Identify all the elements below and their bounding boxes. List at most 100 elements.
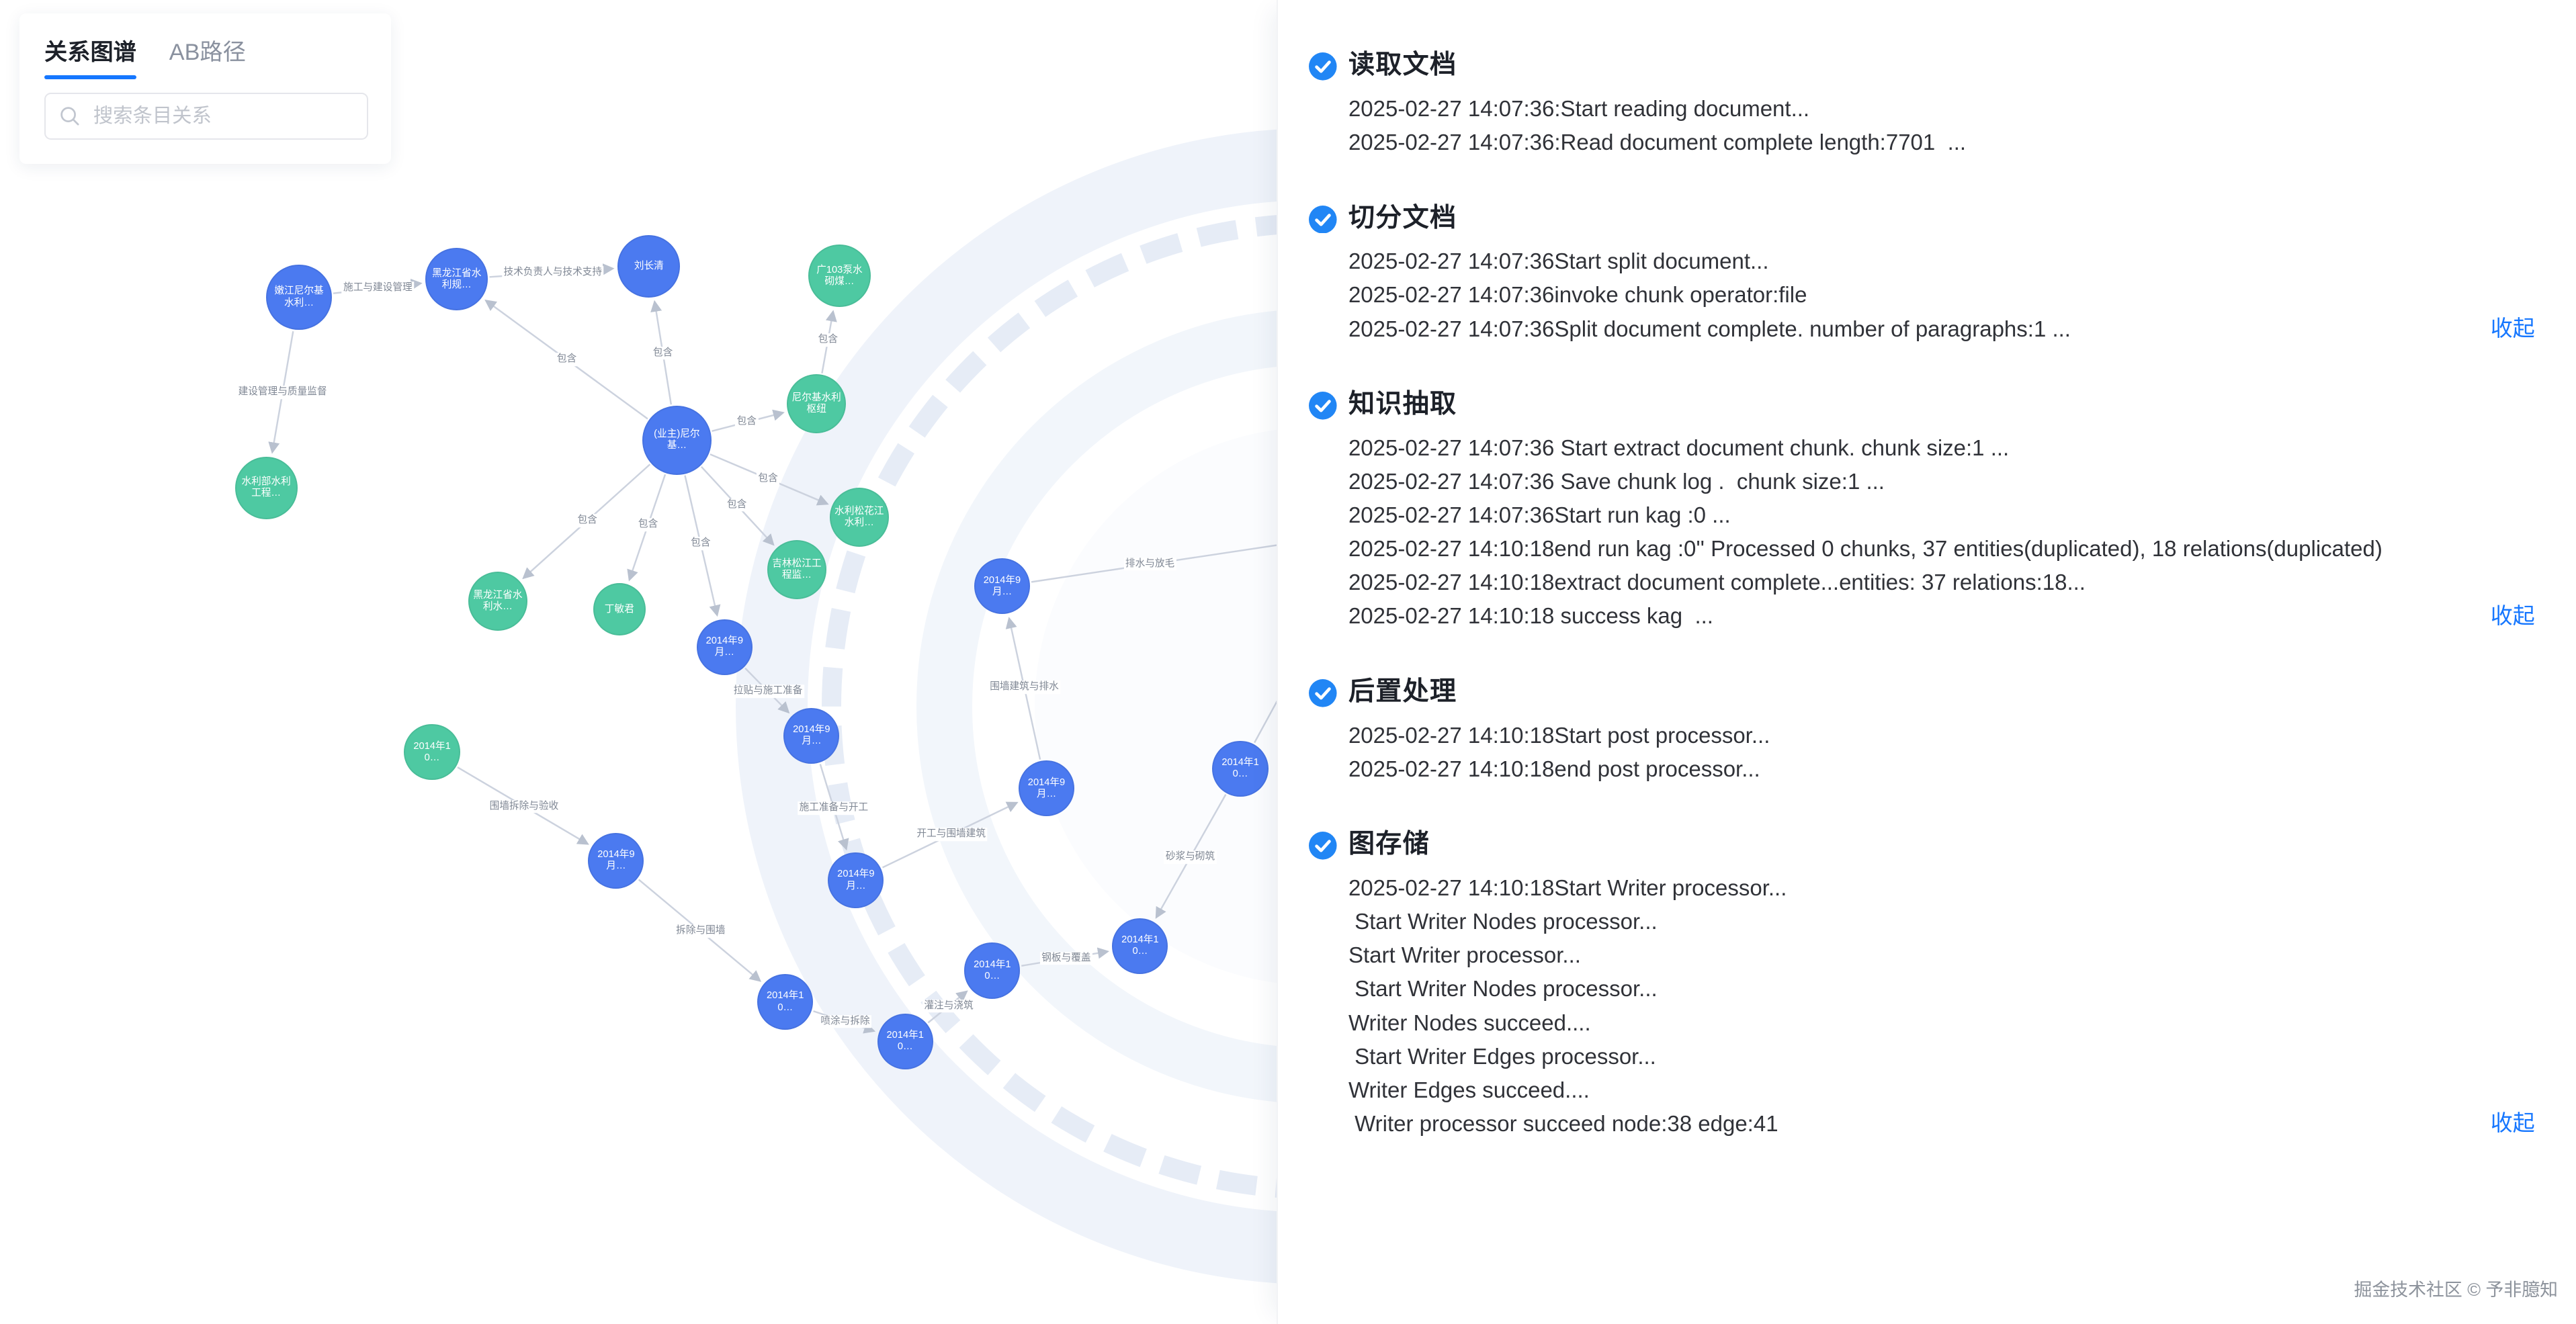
log-line: 2025-02-27 14:10:18end post processor... — [1348, 756, 1760, 781]
pipeline-steps: 读取文档 2025-02-27 14:07:36:Start reading d… — [1278, 49, 2576, 1141]
graph-node-label: 2014年9月… — [983, 574, 1021, 597]
step-title: 切分文档 — [1348, 203, 1457, 232]
log-line: 2025-02-27 14:07:36 Start extract docume… — [1348, 435, 2010, 460]
log-line: 2025-02-27 14:10:18 success kag ... — [1348, 603, 1713, 629]
pipeline-step: 图存储 2025-02-27 14:10:18Start Writer proc… — [1278, 828, 2576, 1141]
step-title: 后置处理 — [1348, 677, 1457, 707]
edge-label: 包含 — [735, 415, 759, 429]
graph-tabs: 关系图谱 AB路径 — [44, 33, 368, 81]
graph-node[interactable]: 2014年9月… — [588, 832, 644, 889]
graph-node[interactable]: 水利部水利工程… — [234, 456, 298, 519]
search-input[interactable] — [89, 103, 354, 130]
pipeline-step: 后置处理 2025-02-27 14:10:18Start post proce… — [1278, 676, 2576, 786]
graph-node[interactable]: 黑龙江省水利水… — [468, 571, 527, 631]
graph-node[interactable]: 2014年10… — [1212, 740, 1269, 797]
step-complete-icon — [1309, 52, 1337, 81]
graph-node[interactable]: 2014年9月… — [974, 558, 1031, 615]
step-log-lines: 2025-02-27 14:07:36:Start reading docume… — [1348, 92, 2576, 159]
tab-ab-path[interactable]: AB路径 — [169, 33, 246, 80]
graph-node-label: 丁敏君 — [604, 603, 634, 615]
graph-node-label: 2014年9月… — [705, 635, 743, 658]
graph-node[interactable]: 2014年9月… — [828, 852, 884, 909]
graph-node[interactable]: 丁敏君 — [593, 583, 646, 636]
log-line: 2025-02-27 14:10:18extract document comp… — [1348, 570, 2086, 595]
edge-label: 施工准备与开工 — [798, 801, 870, 815]
tab-relation-graph-label: 关系图谱 — [44, 39, 136, 65]
graph-node[interactable]: 2014年10… — [877, 1013, 933, 1069]
edge-label: 开工与围墙建筑 — [914, 828, 988, 841]
pipeline-step: 知识抽取 2025-02-27 14:07:36 Start extract d… — [1278, 388, 2576, 633]
step-title: 读取文档 — [1348, 50, 1457, 80]
search-box[interactable] — [44, 92, 368, 140]
graph-node[interactable]: 2014年9月… — [783, 707, 840, 764]
tab-relation-graph[interactable]: 关系图谱 — [44, 33, 136, 81]
log-line: 2025-02-27 14:07:36:Start reading docume… — [1348, 95, 1810, 121]
graph-node[interactable]: 2014年9月… — [1018, 760, 1075, 817]
edge-label: 包含 — [636, 518, 660, 531]
search-icon — [60, 107, 79, 126]
step-log-lines: 2025-02-27 14:07:36Start split document.… — [1348, 245, 2576, 345]
graph-node[interactable]: 刘长清 — [617, 234, 681, 298]
graph-node[interactable]: 尼尔基水利枢纽 — [787, 374, 847, 434]
graph-node-label: 2014年10… — [413, 740, 451, 763]
pipeline-step: 切分文档 2025-02-27 14:07:36Start split docu… — [1278, 202, 2576, 346]
graph-node-label: 水利松花江水利… — [834, 506, 884, 529]
graph-node[interactable]: 2014年9月… — [696, 619, 753, 675]
tab-ab-path-label: AB路径 — [169, 39, 246, 65]
log-line: Start Writer processor... — [1348, 942, 1581, 968]
log-line: 2025-02-27 14:07:36Start run kag :0 ... — [1348, 502, 1731, 528]
step-complete-icon — [1309, 205, 1337, 234]
step-log-lines: 2025-02-27 14:10:18Start Writer processo… — [1348, 871, 2576, 1141]
edge-label: 钢板与覆盖 — [1039, 951, 1092, 965]
graph-node-label: 吉林松江工程监… — [772, 558, 822, 581]
edge-label: 拆除与围墙 — [674, 924, 727, 938]
log-line: 2025-02-27 14:07:36:Read document comple… — [1348, 130, 1967, 155]
graph-node[interactable]: 广103泵水砌煤… — [808, 245, 871, 308]
graph-node[interactable]: 嫩江尼尔基水利… — [266, 264, 332, 330]
graph-node-label: 2014年10… — [767, 990, 804, 1013]
graph-node-label: 2014年10… — [1221, 757, 1259, 780]
graph-edge-line — [1253, 700, 1277, 744]
step-complete-icon — [1309, 678, 1337, 707]
graph-panel: 施工与建设管理 技术负责人与技术支持 建设管理与质量监督 包含 包含 包含 包含 包含 包含 包含… — [0, 0, 1277, 1324]
watermark: 掘金技术社区 © 予非臆知 — [2354, 1279, 2559, 1300]
log-line: Start Writer Edges processor... — [1348, 1043, 1656, 1069]
graph-node[interactable]: 2014年10… — [757, 973, 814, 1030]
graph-node-label: 2014年9月… — [837, 869, 875, 891]
graph-node-label: 尼尔基水利枢纽 — [791, 392, 841, 415]
collapse-link[interactable]: 收起 — [2490, 603, 2535, 628]
graph-edges — [268, 263, 1277, 1034]
collapse-link[interactable]: 收起 — [2490, 1110, 2535, 1136]
graph-node[interactable]: 水利松花江水利… — [829, 488, 889, 547]
log-line: 2025-02-27 14:10:18Start Writer processo… — [1348, 875, 1787, 901]
edge-label: 包含 — [689, 537, 712, 551]
edge-label: 砂浆与砌筑 — [1164, 850, 1217, 865]
graph-node[interactable]: 黑龙江省水利规… — [425, 248, 488, 311]
pipeline-log-panel: 读取文档 2025-02-27 14:07:36:Start reading d… — [1276, 0, 2576, 1324]
graph-node-label: (业主)尼尔基… — [654, 429, 700, 451]
graph-toolbar-card: 关系图谱 AB路径 — [19, 13, 391, 165]
graph-node[interactable]: 吉林松江工程监… — [767, 540, 826, 600]
graph-node[interactable]: 2014年10… — [1112, 918, 1168, 974]
step-log-lines: 2025-02-27 14:10:18Start post processor.… — [1348, 719, 2576, 786]
graph-node[interactable]: 2014年10… — [404, 724, 460, 781]
graph-node-label: 嫩江尼尔基水利… — [274, 285, 324, 308]
graph-node[interactable]: 2014年10… — [964, 942, 1021, 999]
graph-node-label: 2014年10… — [1121, 934, 1159, 957]
graph-node-label: 刘长清 — [634, 260, 664, 271]
log-line: 2025-02-27 14:07:36 Save chunk log . chu… — [1348, 468, 1885, 494]
edge-label: 建设管理与质量监督 — [237, 386, 329, 400]
edge-label: 包含 — [555, 353, 578, 367]
edge-label: 包含 — [576, 514, 599, 527]
graph-node[interactable]: (业主)尼尔基… — [642, 405, 712, 475]
log-line: 2025-02-27 14:10:18Start post processor.… — [1348, 722, 1770, 748]
step-complete-icon — [1309, 832, 1337, 860]
edge-label: 包含 — [725, 498, 748, 512]
graph-node-label: 广103泵水砌煤… — [816, 264, 863, 287]
graph-node-label: 水利部水利工程… — [241, 476, 291, 499]
log-line: Writer processor succeed node:38 edge:41 — [1348, 1110, 1778, 1136]
collapse-link[interactable]: 收起 — [2490, 315, 2535, 341]
step-complete-icon — [1309, 392, 1337, 420]
log-line: Start Writer Nodes processor... — [1348, 976, 1658, 1002]
